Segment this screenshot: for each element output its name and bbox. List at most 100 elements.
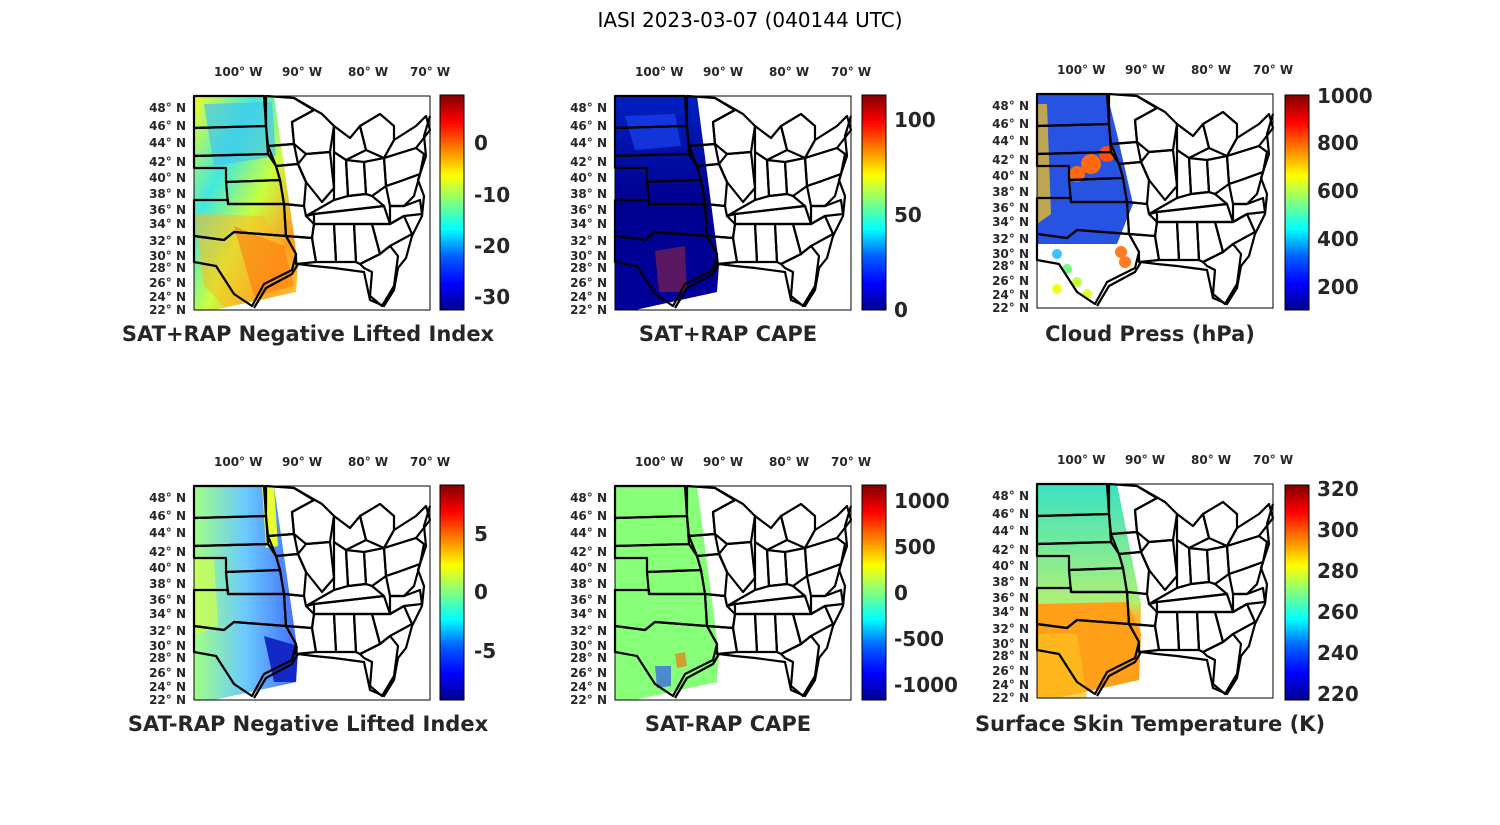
state-boundary	[332, 222, 358, 264]
colorbar-5-tick: 0	[894, 581, 908, 605]
state-boundary	[344, 548, 368, 588]
colorbar-3-tick: 1000	[1317, 84, 1373, 108]
lat-tick-label: 46° N	[992, 117, 1029, 131]
lat-tick-label: 26° N	[992, 664, 1029, 678]
lon-tick-label: 100° W	[635, 455, 683, 469]
lat-tick-label: 24° N	[570, 680, 607, 694]
colorbar-3-tick: 600	[1317, 179, 1359, 203]
lat-tick-label: 48° N	[570, 101, 607, 115]
state-boundary	[753, 222, 779, 264]
state-boundary	[1125, 590, 1159, 628]
colorbar-6	[1284, 484, 1310, 701]
state-boundary	[1035, 618, 1141, 696]
lat-tick-label: 32° N	[992, 622, 1029, 636]
panel-title: Cloud Press (hPa)	[1045, 322, 1255, 346]
colorbar-3-ticks: 1000 800 600 400 200	[1317, 84, 1373, 299]
lon-tick-label: 80° W	[769, 65, 809, 79]
lat-tick-label: 28° N	[570, 651, 607, 665]
state-boundary	[1035, 482, 1111, 518]
state-boundary	[284, 624, 318, 656]
panel-sat-rap-li	[192, 94, 432, 311]
coastline	[674, 505, 853, 699]
lat-tick-label: 34° N	[149, 217, 186, 231]
lat-tick-label: 46° N	[992, 507, 1029, 521]
lon-tick-label: 70° W	[410, 455, 450, 469]
lat-tick-label: 32° N	[570, 234, 607, 248]
panel-title: SAT-RAP Negative Lifted Index	[128, 712, 489, 736]
state-boundary	[1035, 92, 1111, 128]
panel-title: SAT+RAP Negative Lifted Index	[122, 322, 495, 346]
lon-tick-label: 70° W	[1253, 453, 1293, 467]
state-boundary	[613, 484, 689, 520]
panel-title: SAT+RAP CAPE	[639, 322, 817, 346]
state-boundary	[1127, 232, 1161, 264]
lon-tick-label: 100° W	[1057, 63, 1105, 77]
colorbar-5-ticks: 1000 500 0 -500 -1000	[894, 489, 958, 697]
colorbar-1-tick: -30	[474, 285, 510, 309]
state-boundary	[613, 124, 691, 158]
lat-tick-label: 24° N	[149, 680, 186, 694]
lon-tick-label: 90° W	[282, 65, 322, 79]
lon-tick-label: 80° W	[769, 455, 809, 469]
lat-tick-label: 48° N	[570, 491, 607, 505]
lat-tick-label: 36° N	[570, 593, 607, 607]
coastline	[1096, 503, 1275, 697]
lat-tick-label: 38° N	[992, 575, 1029, 589]
state-boundary	[282, 202, 316, 240]
us-states-map	[192, 484, 432, 699]
lat-tick-label: 48° N	[149, 101, 186, 115]
lat-tick-label: 44° N	[570, 136, 607, 150]
lat-tick-label: 46° N	[149, 509, 186, 523]
state-boundary	[705, 234, 739, 266]
lat-tick-label: 36° N	[149, 203, 186, 217]
lon-tick-label: 100° W	[1057, 453, 1105, 467]
state-boundary	[779, 244, 821, 308]
lon-tick-label: 80° W	[1191, 63, 1231, 77]
state-boundary	[224, 178, 286, 206]
lat-tick-label: 38° N	[570, 577, 607, 591]
lat-tick-label: 32° N	[570, 624, 607, 638]
colorbar-4-tick: -5	[474, 639, 496, 663]
map-frame	[1036, 483, 1274, 699]
state-boundary	[613, 620, 719, 698]
lat-tick-label: 38° N	[149, 577, 186, 591]
lat-tick-label: 40° N	[992, 169, 1029, 183]
panel-title: SAT-RAP CAPE	[645, 712, 811, 736]
colorbar-5-tick: 500	[894, 535, 936, 559]
state-boundary	[1067, 176, 1129, 204]
colorbar-1	[439, 94, 465, 311]
lon-tick-label: 80° W	[1191, 453, 1231, 467]
lat-tick-label: 38° N	[149, 187, 186, 201]
lat-tick-label: 46° N	[570, 509, 607, 523]
colorbar-2-tick: 0	[894, 298, 908, 322]
lat-tick-label: 34° N	[149, 607, 186, 621]
map-frame	[193, 485, 431, 701]
colorbar-2	[861, 94, 887, 311]
state-boundary	[779, 634, 821, 698]
lat-tick-label: 26° N	[992, 274, 1029, 288]
coastline	[1096, 113, 1275, 307]
state-boundary	[1035, 512, 1113, 546]
lat-tick-label: 42° N	[992, 153, 1029, 167]
lat-tick-label: 44° N	[992, 524, 1029, 538]
state-boundary	[645, 178, 707, 206]
panel-skin-temperature	[1035, 482, 1275, 699]
state-boundary	[1175, 610, 1201, 652]
colorbar-6-tick: 300	[1317, 518, 1359, 542]
lat-tick-label: 34° N	[570, 607, 607, 621]
lon-tick-label: 100° W	[214, 65, 262, 79]
lon-tick-label: 70° W	[410, 65, 450, 79]
state-boundary	[731, 222, 759, 264]
lat-tick-label: 28° N	[992, 649, 1029, 663]
map-frame	[614, 485, 852, 701]
colorbar-4-tick: 0	[474, 580, 488, 604]
lat-tick-label: 24° N	[149, 290, 186, 304]
lat-tick-label: 28° N	[149, 261, 186, 275]
state-boundary	[358, 634, 400, 698]
lat-tick-label: 40° N	[992, 559, 1029, 573]
state-boundary	[765, 548, 789, 588]
lat-tick-label: 22° N	[992, 691, 1029, 705]
lat-tick-label: 46° N	[570, 119, 607, 133]
state-boundary	[765, 158, 789, 198]
